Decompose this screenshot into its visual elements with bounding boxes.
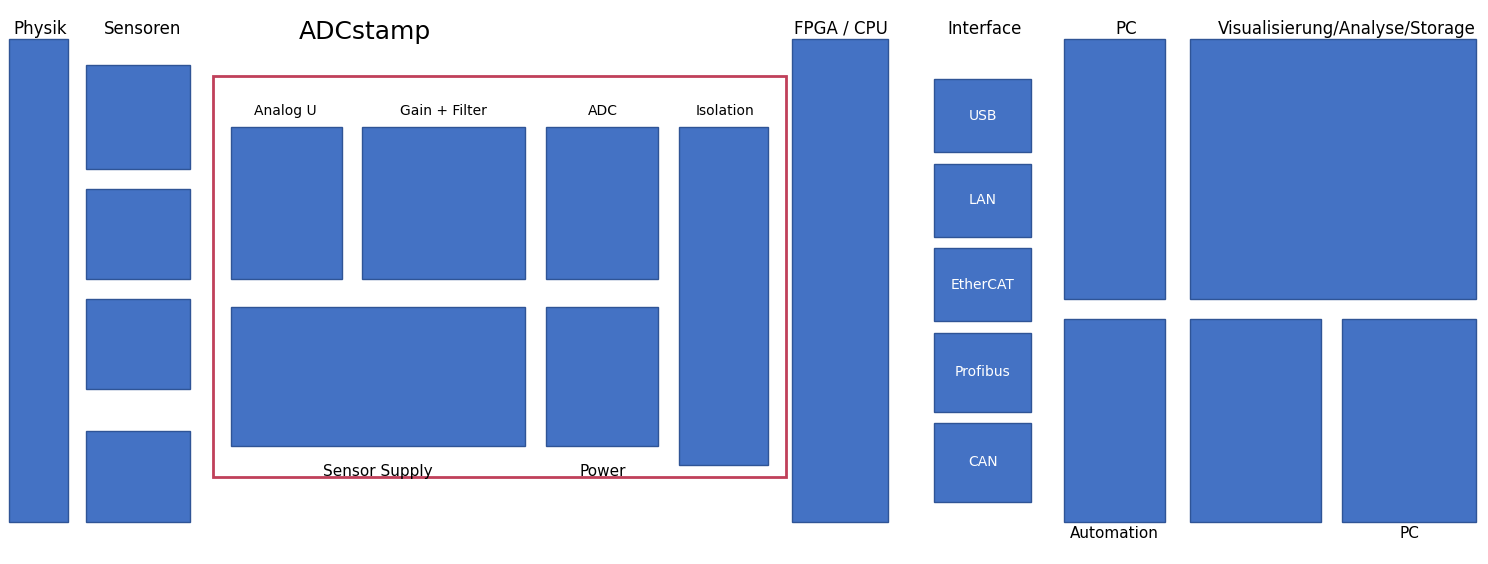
Text: PC: PC bbox=[1399, 526, 1420, 541]
Text: Gain + Filter: Gain + Filter bbox=[400, 104, 487, 118]
Text: FPGA / CPU: FPGA / CPU bbox=[793, 20, 888, 38]
Text: Profibus: Profibus bbox=[955, 365, 1010, 379]
Bar bbox=[1064, 39, 1165, 299]
Bar bbox=[231, 307, 525, 446]
Bar bbox=[362, 127, 525, 279]
Text: PC: PC bbox=[1116, 20, 1137, 38]
Bar bbox=[86, 431, 190, 522]
Text: Analog U: Analog U bbox=[254, 104, 317, 118]
Text: CAN: CAN bbox=[969, 456, 997, 469]
Bar bbox=[934, 423, 1031, 502]
Text: Sensoren: Sensoren bbox=[104, 20, 182, 38]
Text: Physik: Physik bbox=[13, 20, 67, 38]
Bar bbox=[934, 333, 1031, 412]
Text: ADCstamp: ADCstamp bbox=[299, 20, 430, 44]
Text: EtherCAT: EtherCAT bbox=[951, 278, 1015, 292]
Bar bbox=[86, 299, 190, 389]
Bar bbox=[86, 189, 190, 279]
Text: Isolation: Isolation bbox=[695, 104, 754, 118]
Text: Sensor Supply: Sensor Supply bbox=[323, 464, 433, 479]
Bar bbox=[9, 39, 68, 522]
Bar bbox=[86, 65, 190, 169]
Bar bbox=[934, 164, 1031, 237]
Text: LAN: LAN bbox=[969, 193, 997, 207]
Bar bbox=[546, 307, 658, 446]
Bar bbox=[1064, 319, 1165, 522]
Text: Automation: Automation bbox=[1070, 526, 1159, 541]
Bar bbox=[792, 39, 888, 522]
Bar bbox=[1342, 319, 1476, 522]
Bar bbox=[934, 248, 1031, 321]
Bar bbox=[213, 76, 786, 477]
Text: USB: USB bbox=[969, 109, 997, 122]
Bar bbox=[934, 79, 1031, 152]
Text: ADC: ADC bbox=[588, 104, 618, 118]
Bar bbox=[679, 127, 768, 465]
Bar bbox=[231, 127, 342, 279]
Bar bbox=[1190, 319, 1321, 522]
Text: Power: Power bbox=[579, 464, 626, 479]
Text: Visualisierung/Analyse/Storage: Visualisierung/Analyse/Storage bbox=[1217, 20, 1476, 38]
Bar bbox=[1190, 39, 1476, 299]
Text: Interface: Interface bbox=[948, 20, 1022, 38]
Bar bbox=[546, 127, 658, 279]
